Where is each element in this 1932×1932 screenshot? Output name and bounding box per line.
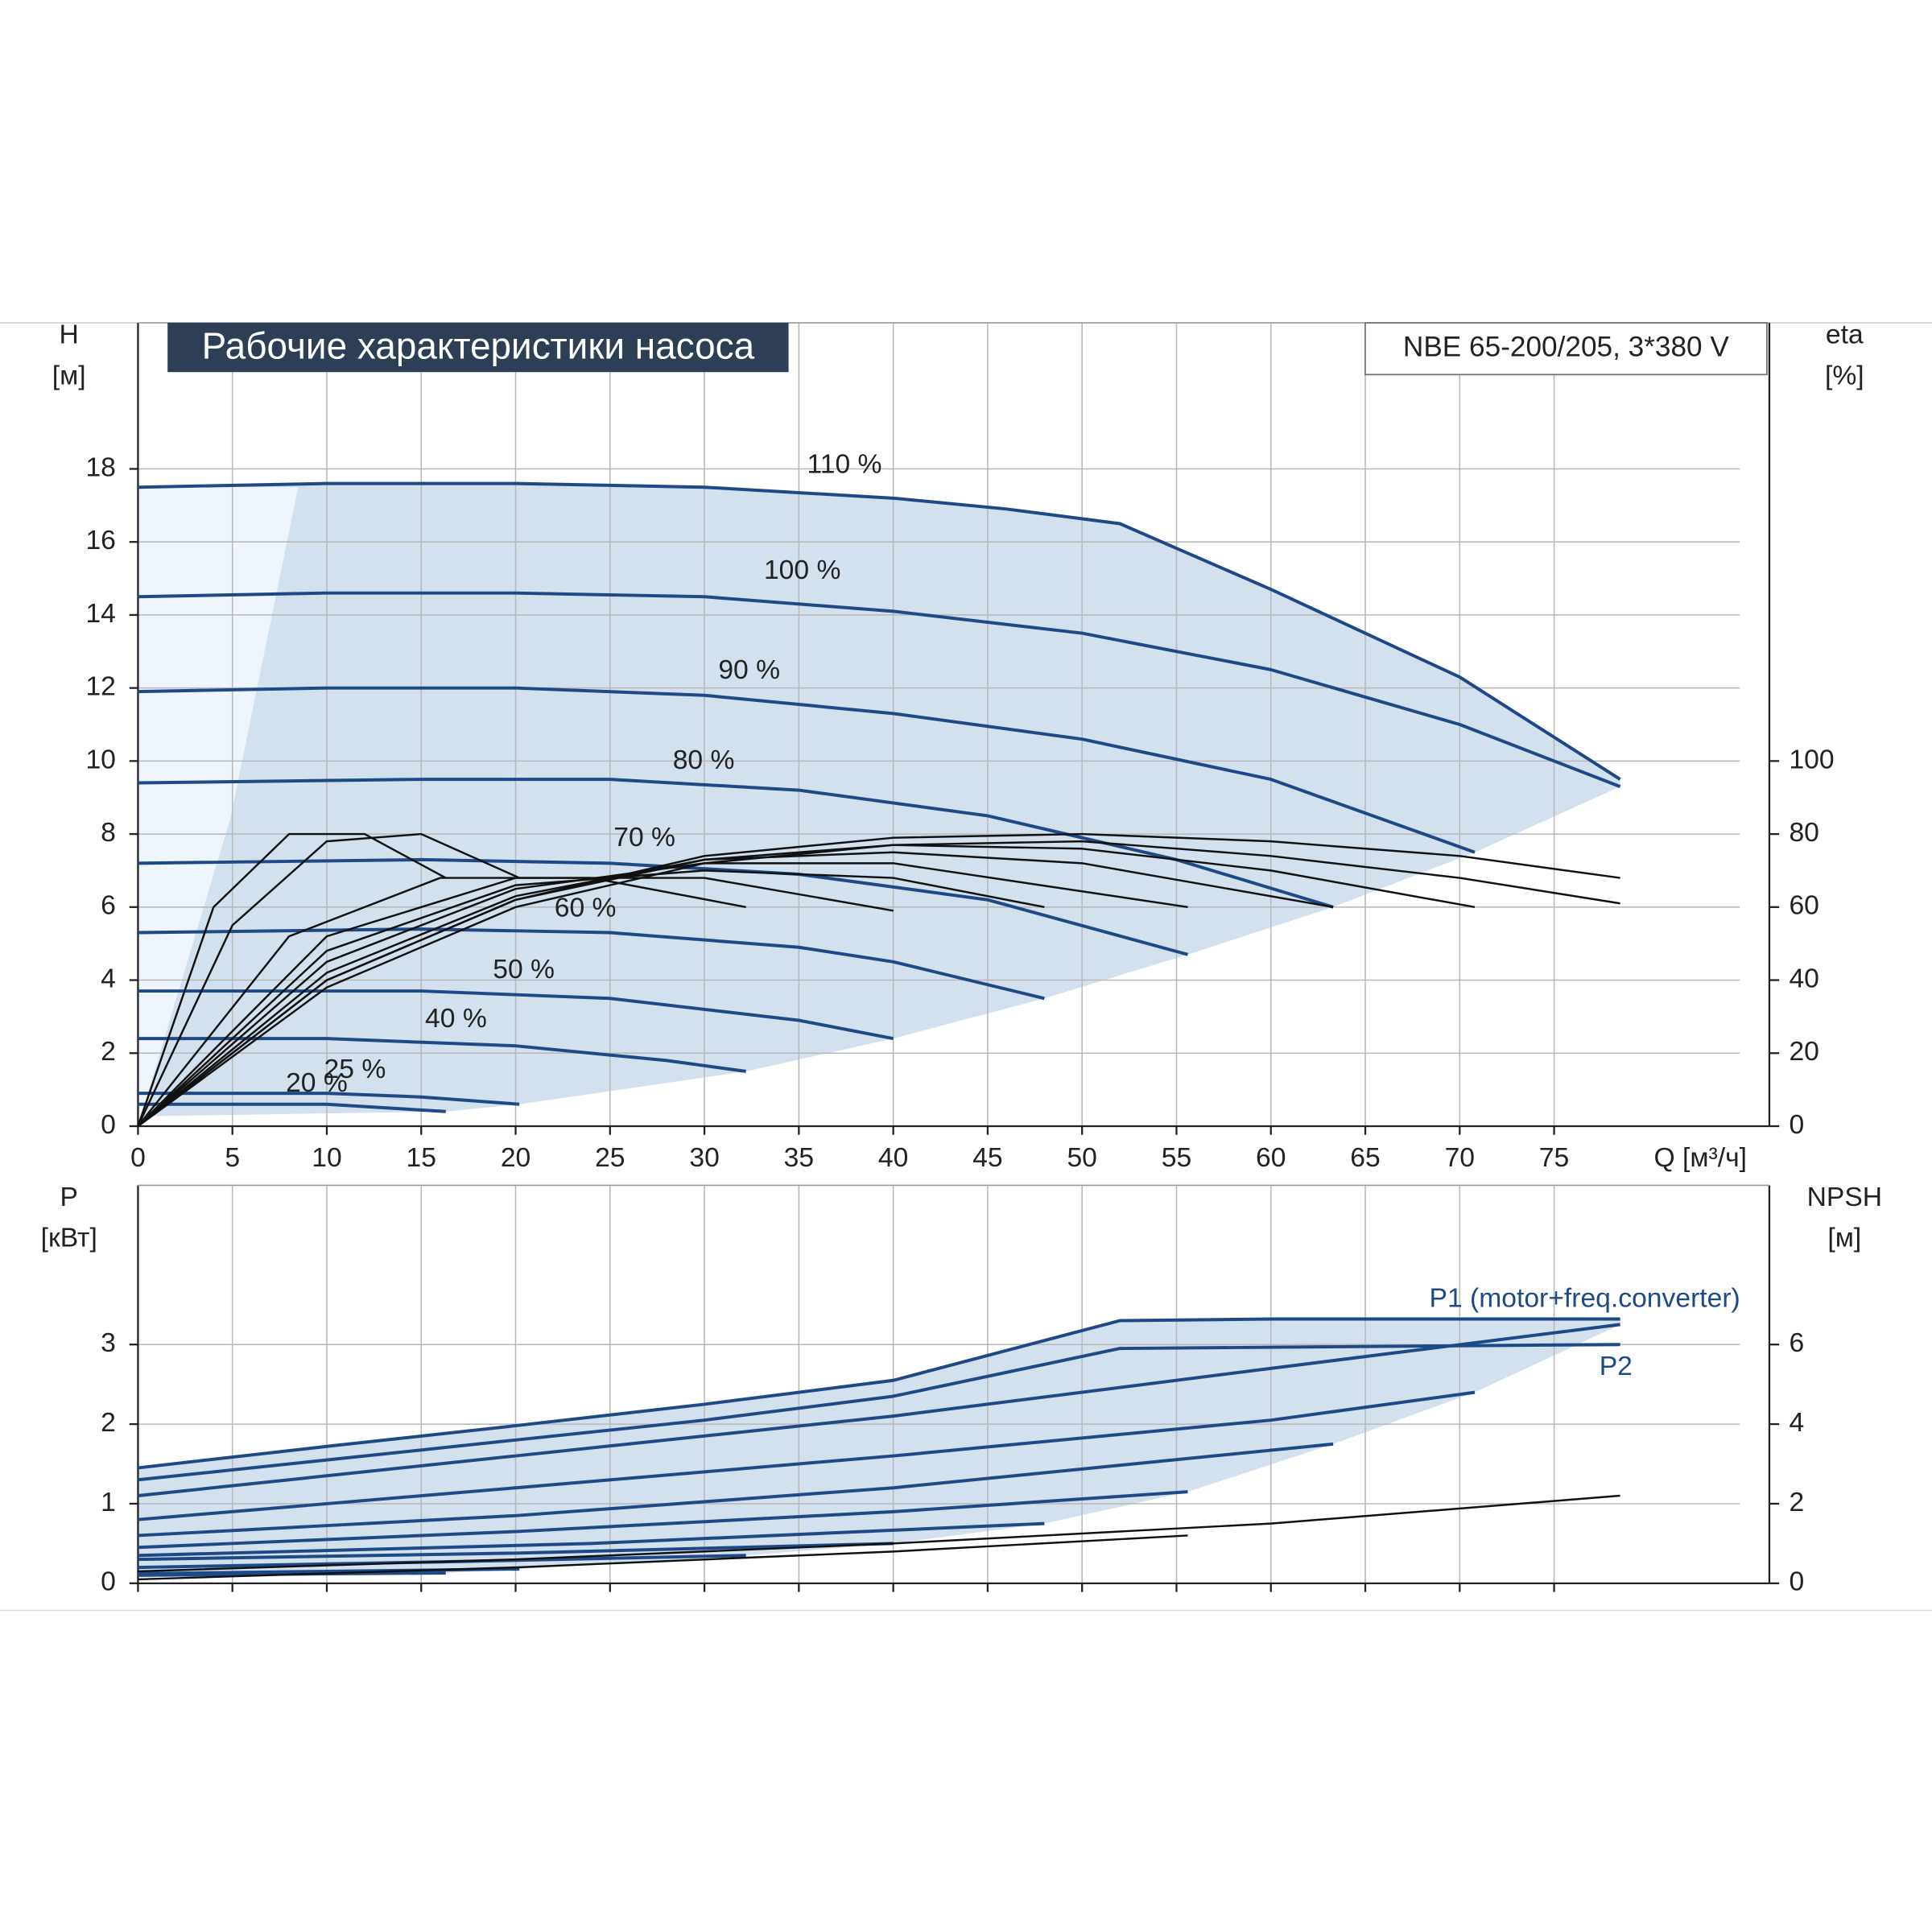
x-tick-label: 75 (1539, 1143, 1569, 1173)
y-tick-label: 0 (101, 1110, 116, 1140)
y-tick-label: 1 (101, 1488, 116, 1517)
x-tick-label: 45 (972, 1143, 1002, 1173)
curve (138, 1390, 1476, 1521)
x-tick-label: 65 (1350, 1143, 1380, 1173)
curve (138, 1442, 1334, 1538)
secondary-curve (137, 832, 520, 1127)
curve-label: P1 (motor+freq.converter) (1430, 1284, 1740, 1314)
curve (138, 1037, 746, 1073)
y2-tick-label: 80 (1789, 818, 1818, 848)
model-box (1364, 322, 1768, 376)
plot: 0 1 2 3 0 2 4 6 P1 (motor+freq.converter) P2 P [кВт… (41, 1183, 1882, 1597)
secondary-curve (138, 1494, 1620, 1573)
curve (138, 591, 1621, 788)
y-tick-label: 6 (101, 891, 116, 921)
curve (138, 1521, 1045, 1558)
plot: 0 5 10 15 20 25 30 35 40 45 50 55 60 65 70 75 0 2 4 6 8 10 12 1… (52, 320, 1864, 1173)
y-tick-label: 2 (101, 1037, 116, 1067)
y-unit: [м] (52, 361, 86, 390)
curve (138, 1317, 1620, 1470)
y-label: H (60, 320, 79, 350)
curve (138, 481, 1621, 781)
curve (138, 1542, 894, 1562)
model-label: NBE 65-200/205, 3*380 V (1403, 331, 1729, 362)
y-label: P (60, 1183, 77, 1212)
secondary-curve (138, 1534, 1188, 1581)
curve-label: 40 % (425, 1004, 487, 1034)
secondary-curve (137, 844, 1476, 1127)
y2-tick-label: 2 (1789, 1488, 1804, 1517)
curve-label: 60 % (555, 893, 617, 923)
x-tick-label: 20 (501, 1143, 530, 1173)
x-tick-label: 5 (225, 1143, 240, 1173)
curve (138, 686, 1476, 854)
curve-label: 50 % (493, 955, 555, 985)
curve-label: P2 (1600, 1352, 1633, 1381)
y-tick-label: 4 (101, 964, 116, 993)
curve (138, 1343, 1620, 1482)
x-tick-label: 55 (1162, 1143, 1191, 1173)
operating-region (138, 1319, 1620, 1574)
x-tick-label: 0 (130, 1143, 146, 1173)
y2-tick-label: 0 (1789, 1110, 1804, 1140)
x-tick-label: 10 (312, 1143, 341, 1173)
y-tick-label: 3 (101, 1328, 116, 1358)
curve-label: 100 % (764, 555, 840, 585)
y2-tick-label: 60 (1789, 891, 1818, 921)
y2-tick-label: 6 (1789, 1328, 1804, 1358)
curve-label: 110 % (807, 449, 882, 479)
curve-label: 70 % (613, 823, 675, 852)
x-tick-label: 60 (1256, 1143, 1286, 1173)
x-tick-label: 25 (595, 1143, 625, 1173)
curve (138, 1490, 1188, 1550)
y-unit: [кВт] (41, 1224, 97, 1253)
y2-unit: [%] (1825, 361, 1864, 390)
secondary-curve (137, 862, 1188, 1127)
y2-tick-label: 20 (1789, 1037, 1818, 1067)
x-label: Q [м³/ч] (1654, 1143, 1747, 1173)
x-tick-label: 40 (878, 1143, 908, 1173)
curve-label: 90 % (718, 655, 780, 685)
curve (138, 1092, 520, 1106)
curve (138, 989, 894, 1041)
curve (138, 1323, 1620, 1497)
secondary-curve (137, 877, 746, 1127)
y-tick-label: 0 (101, 1567, 116, 1597)
x-tick-label: 50 (1067, 1143, 1096, 1173)
x-tick-label: 15 (407, 1143, 436, 1173)
x-tick-label: 35 (784, 1143, 814, 1173)
y2-unit: [м] (1827, 1224, 1861, 1253)
y-tick-label: 8 (101, 818, 116, 848)
x-tick-label: 70 (1445, 1143, 1475, 1173)
y2-tick-label: 4 (1789, 1408, 1804, 1438)
curve-label: 80 % (673, 745, 735, 775)
curve (138, 1102, 446, 1113)
y2-tick-label: 40 (1789, 964, 1818, 993)
secondary-curve (137, 851, 1334, 1127)
curve (138, 857, 1189, 956)
y-tick-label: 12 (85, 672, 115, 702)
chart-title: Рабочие характеристики насоса (202, 324, 755, 366)
light-region (138, 487, 299, 1126)
stage: 0 5 10 15 20 25 30 35 40 45 50 55 60 65 70 750246810121… (0, 320, 1932, 1612)
y-tick-label: 16 (85, 526, 115, 555)
x-tick-label: 30 (689, 1143, 719, 1173)
y-tick-label: 14 (85, 599, 115, 629)
y-tick-label: 18 (85, 452, 115, 482)
curve (138, 927, 1045, 1001)
curve-label: 25 % (324, 1055, 386, 1084)
y2-label: eta (1826, 320, 1864, 350)
y2-label: NPSH (1807, 1183, 1883, 1212)
y2-tick-label: 100 (1789, 745, 1834, 774)
y-tick-label: 10 (85, 745, 115, 774)
y2-tick-label: 0 (1789, 1567, 1804, 1597)
secondary-curve (137, 832, 447, 1127)
y-tick-label: 2 (101, 1408, 116, 1438)
title-box (167, 323, 789, 373)
curve-label: 20 % (286, 1068, 348, 1098)
